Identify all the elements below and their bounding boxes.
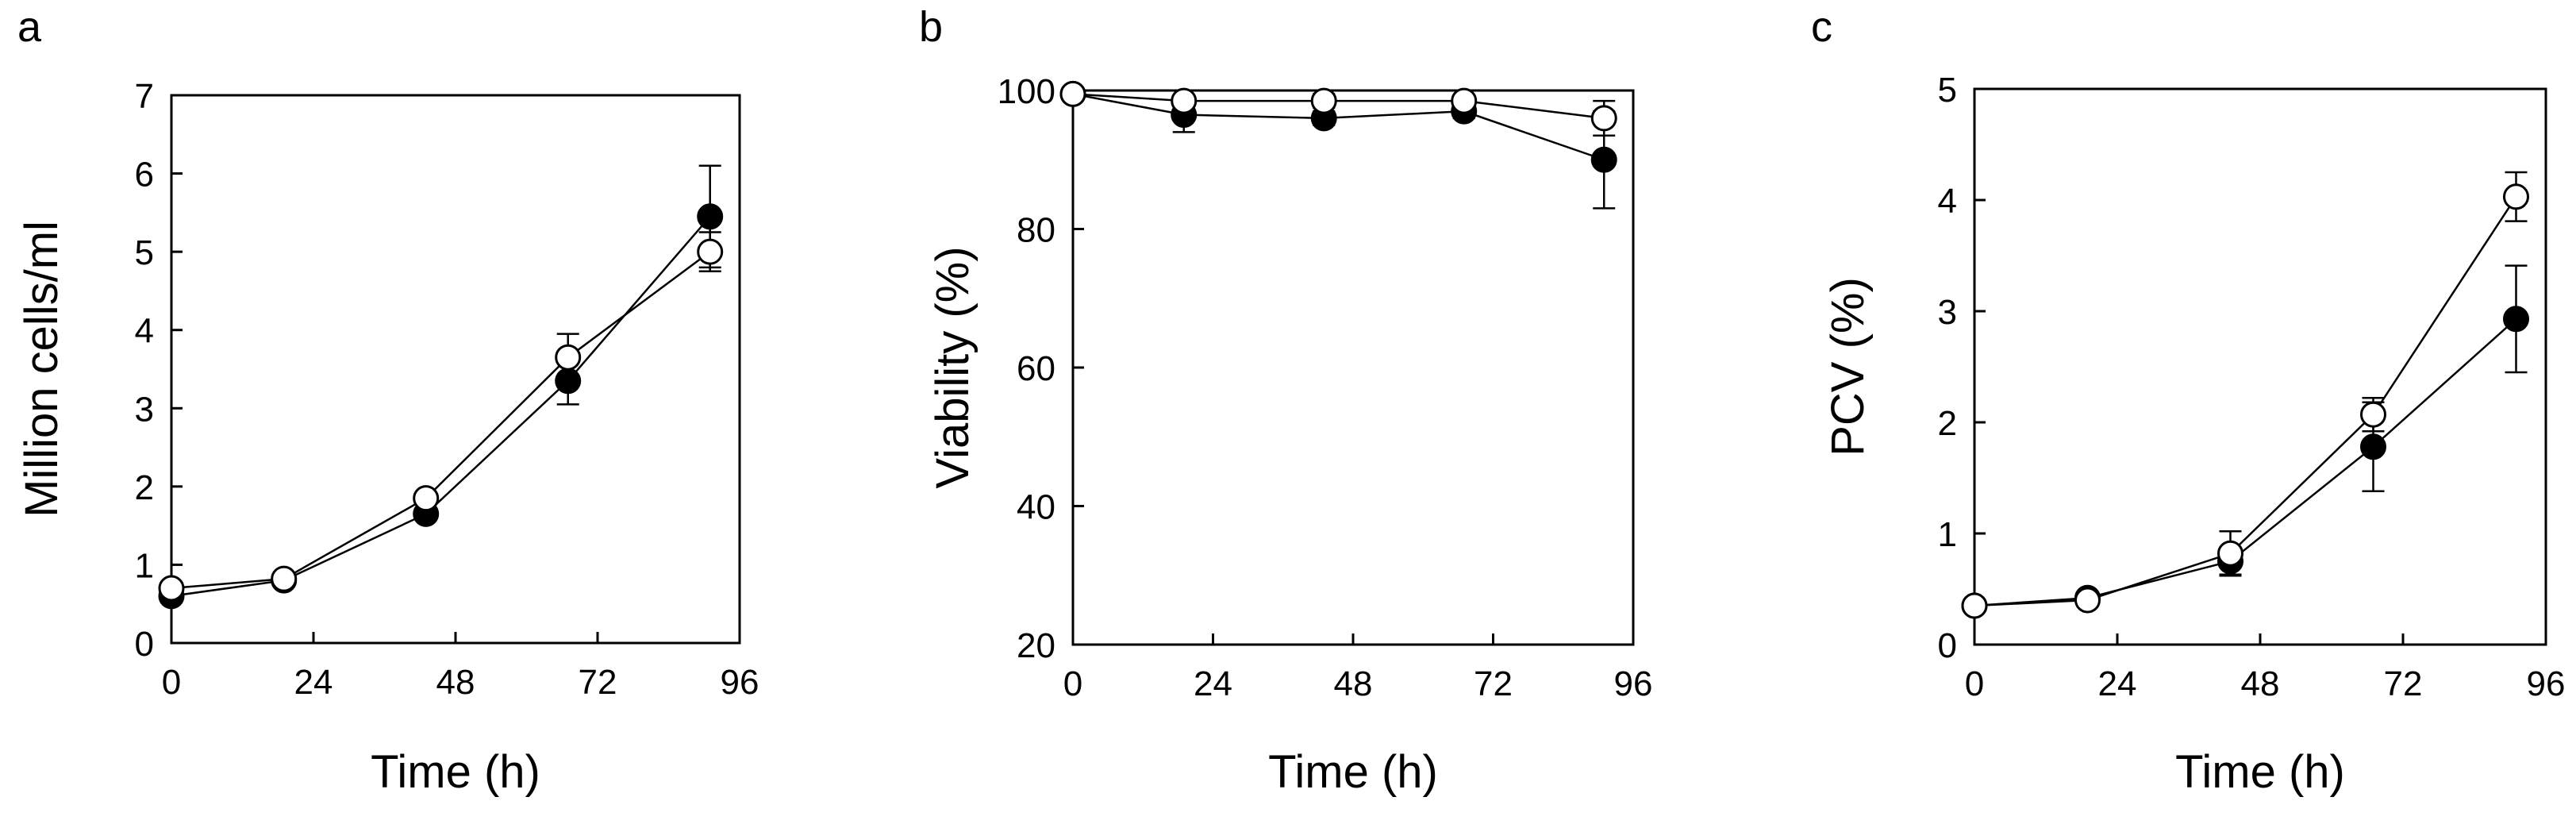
y-tick-label: 4 [135,312,154,351]
data-point-open [2074,587,2101,614]
data-point-open [555,344,582,371]
series-filled [158,164,724,610]
y-tick-label: 60 [1017,349,1055,388]
y-tick-label: 80 [1017,211,1055,250]
series-line [171,215,711,598]
x-tick-label: 24 [294,663,333,702]
data-point-open [1590,105,1617,132]
y-tick-label: 4 [1938,182,1957,221]
series-open [1059,80,1617,137]
y-tick-label: 100 [998,72,1055,111]
data-point-open [2503,183,2529,210]
data-point-filled [2360,433,2386,460]
data-point-open [413,485,440,512]
y-tick-label: 1 [1938,515,1957,554]
y-tick-label: 20 [1017,626,1055,665]
x-tick-label: 0 [162,663,181,702]
chart-panel-b: b 0 24 48 72 96 20 40 60 80 100 Time (h) Viability (… [919,3,1652,798]
y-tick-label: 6 [135,156,154,194]
series-line [1974,196,2517,607]
data-point-filled [2503,306,2529,333]
y-tick-label: 3 [1938,293,1957,332]
x-axis-title: Time (h) [1268,746,1438,798]
x-tick-label: 24 [2098,664,2137,703]
y-tick-label: 0 [135,625,154,664]
series-line [171,251,711,590]
y-tick-label: 3 [135,390,154,429]
data-point-open [2217,540,2243,567]
y-axis-title: Viability (%) [927,246,978,488]
data-point-open [1171,87,1198,114]
y-tick-label: 40 [1017,488,1055,527]
x-tick-label: 48 [1334,664,1373,703]
x-tick-label: 96 [721,663,759,702]
x-tick-label: 72 [579,663,617,702]
plot-frame [1071,89,1635,646]
y-tick-label: 2 [1938,404,1957,443]
series-open [1961,171,2529,619]
panel-letter: c [1811,3,1832,51]
data-point-filled [1590,146,1617,173]
x-tick-label: 96 [1614,664,1653,703]
y-tick-label: 0 [1938,626,1957,665]
data-point-filled [697,203,724,230]
plot-frame [1973,87,2547,646]
series-line [1072,93,1605,161]
panel-letter: a [17,3,42,51]
y-axis-title: Million cells/ml [16,221,67,518]
x-axis-title: Time (h) [371,746,540,798]
data-point-open [1059,80,1086,107]
y-tick-label: 5 [135,233,154,272]
series-line [1072,93,1605,120]
y-tick-label: 5 [1938,71,1957,110]
data-point-open [271,565,298,592]
series-line [1974,318,2517,607]
x-tick-label: 48 [436,663,475,702]
series-open [158,231,724,602]
x-tick-label: 24 [1194,664,1232,703]
plot-frame [170,94,741,645]
x-tick-label: 0 [1063,664,1082,703]
data-point-open [1451,87,1478,114]
x-tick-label: 96 [2527,664,2566,703]
y-tick-label: 7 [135,77,154,116]
data-point-open [697,238,724,265]
data-point-open [158,575,185,602]
series-filled [1961,264,2529,619]
y-tick-label: 2 [135,468,154,507]
chart-panel-a: a 0 24 48 72 96 0 1 2 3 4 5 6 7 Time (h) Million cells/… [16,3,759,798]
data-point-open [1310,87,1337,114]
panel-letter: b [919,3,943,51]
x-tick-label: 0 [1965,664,1984,703]
y-axis-title: PCV (%) [1822,277,1874,456]
x-axis-title: Time (h) [2175,746,2345,798]
x-tick-label: 72 [1474,664,1513,703]
data-point-open [1961,592,1988,619]
x-tick-label: 72 [2384,664,2423,703]
chart-panel-c: c 0 24 48 72 96 0 1 2 3 4 5 Time (h) PCV (%) [1811,3,2565,798]
y-tick-label: 1 [135,546,154,585]
x-tick-label: 48 [2241,664,2280,703]
data-point-open [2360,401,2386,428]
